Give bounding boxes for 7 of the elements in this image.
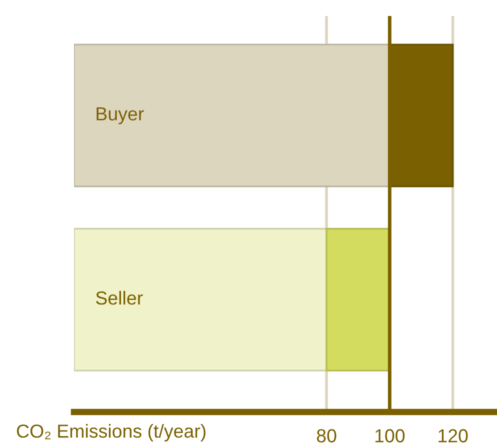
- x-axis-title: CO₂ Emissions (t/year): [16, 424, 206, 442]
- bar: [74, 228, 328, 372]
- x-tick-label: 80: [316, 429, 336, 442]
- y-tick-label: Buyer: [96, 107, 144, 124]
- x-tick-label: 120: [438, 429, 468, 442]
- y-tick-label: Seller: [96, 290, 143, 305]
- x-tick-label: 100: [375, 429, 405, 442]
